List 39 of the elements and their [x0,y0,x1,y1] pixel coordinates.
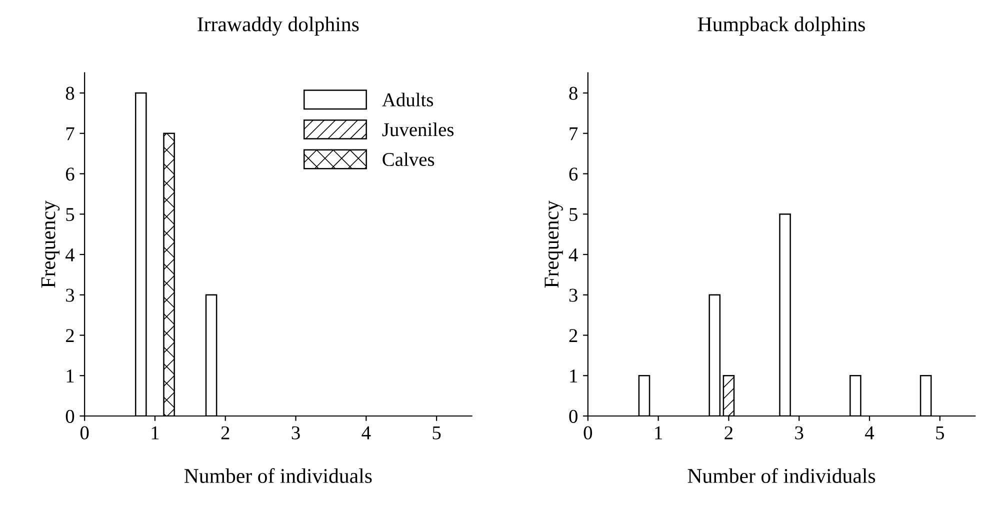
y-tick-label: 8 [569,86,578,100]
x-tick-label: 5 [432,426,441,440]
x-tick-label: 1 [152,426,159,440]
y-tick-label: 5 [570,208,578,222]
y-tick-label: 7 [66,127,74,140]
y-tick-label: 0 [569,410,578,423]
x-tick-label: 2 [221,426,230,440]
chart-title: Irrawaddy dolphins [198,16,359,36]
x-tick-label: 1 [655,426,662,440]
y-tick-label: 2 [569,329,578,342]
y-tick-label: 3 [66,288,74,302]
chart-title: Humpback dolphins [698,16,865,36]
y-axis-title: Frequency [544,200,563,288]
legend-label: Calves [382,152,434,166]
x-tick-label: 4 [362,426,371,440]
y-axis-title: Frequency [41,200,60,288]
x-tick-label: 3 [795,426,804,440]
y-tick-label: 7 [570,127,578,140]
legend-label: Juveniles [382,122,454,136]
y-tick-label: 1 [570,370,578,382]
legend-label: Adults [382,92,434,106]
y-tick-label: 6 [569,168,578,181]
x-axis-title: Number of individuals [184,468,372,484]
y-tick-label: 1 [66,370,74,382]
x-tick-label: 2 [724,426,732,440]
y-tick-label: 8 [66,86,74,100]
x-tick-label: 5 [936,426,944,440]
y-tick-label: 4 [66,248,75,262]
y-tick-label: 4 [568,248,578,262]
x-axis-title: Number of individuals [688,468,876,484]
y-tick-label: 6 [66,168,74,181]
y-tick-label: 3 [569,288,578,302]
y-tick-label: 0 [66,410,74,423]
y-tick-label: 5 [66,208,74,222]
x-tick-label: 3 [292,426,300,440]
x-tick-label: 4 [865,426,874,440]
x-tick-label: 0 [584,426,592,440]
y-tick-label: 2 [66,329,74,342]
x-tick-label: 0 [80,426,89,440]
